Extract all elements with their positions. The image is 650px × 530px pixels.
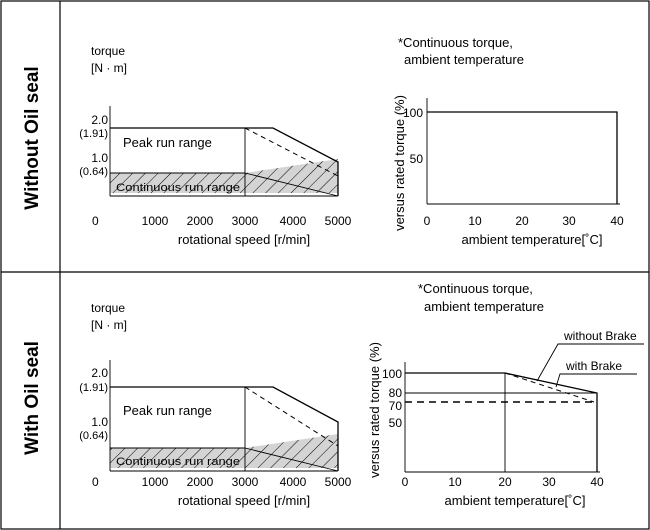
x-tick-2000: 2000	[187, 475, 214, 489]
x-tick-3000: 3000	[232, 475, 259, 489]
x-tick-1000: 1000	[142, 475, 169, 489]
temp-y-label: versus rated torque (%)	[367, 342, 382, 478]
side-label-without-oil-seal: Without Oil seal	[22, 66, 43, 209]
peak-run-boundary	[110, 386, 339, 471]
torque-unit: [N · m]	[91, 61, 127, 75]
temp-x-tick-30: 30	[542, 475, 556, 489]
temp-y-tick-50: 50	[410, 152, 424, 166]
torque-x-label: rotational speed [r/min]	[178, 493, 310, 508]
temp-x-label: ambient temperature[˚C]	[462, 232, 603, 247]
origin-tick: 0	[92, 475, 99, 489]
origin-tick: 0	[92, 214, 99, 228]
leader-without-brake	[536, 343, 644, 382]
continuous-derate-line	[244, 447, 339, 472]
temp-note-line1: *Continuous torque,	[418, 281, 533, 296]
temp-x-tick-20: 20	[515, 214, 529, 228]
temp-y-tick-100: 100	[403, 106, 423, 120]
y-tick-2-0: 2.0	[91, 366, 108, 380]
torque-x-label: rotational speed [r/min]	[178, 232, 310, 247]
peak-run-range-label: Peak run range	[123, 403, 212, 418]
temp-chart-with-oil-seal: *Continuous torque, ambient temperature …	[367, 281, 644, 508]
torque-ratio-line	[427, 111, 618, 204]
legend-with-brake: with Brake	[565, 359, 622, 373]
x-tick-4000: 4000	[280, 475, 307, 489]
side-label-with-oil-seal: With Oil seal	[22, 341, 43, 455]
temp-x-label: ambient temperature[˚C]	[445, 493, 586, 508]
continuous-derate-line	[244, 172, 339, 197]
temp-x-tick-0: 0	[424, 214, 431, 228]
continuous-run-area	[110, 434, 338, 468]
leader-with-brake	[555, 373, 637, 388]
peak-run-range-label: Peak run range	[123, 135, 212, 150]
y-tick-0-64: (0.64)	[79, 430, 108, 442]
temp-x-tick-10: 10	[468, 214, 482, 228]
temp-note-line2: ambient temperature	[404, 52, 524, 67]
torque-chart-without-oil-seal: torque [N · m] Peak run range Continuous…	[79, 44, 351, 247]
continuous-run-range-label: Continuous run range	[116, 182, 240, 194]
peak-derate-dashed	[244, 386, 339, 447]
peak-run-boundary	[110, 127, 339, 196]
temp-x-tick-40: 40	[590, 475, 604, 489]
y-tick-0-64: (0.64)	[79, 166, 108, 178]
x-tick-4000: 4000	[280, 214, 307, 228]
with-brake-derate	[504, 372, 595, 403]
temp-y-tick-50: 50	[389, 416, 403, 430]
y-tick-1-91: (1.91)	[79, 128, 108, 140]
x-tick-3000: 3000	[232, 214, 259, 228]
torque-title: torque	[91, 44, 125, 58]
x-tick-2000: 2000	[187, 214, 214, 228]
x-tick-5000: 5000	[325, 475, 352, 489]
legend-without-brake: without Brake	[563, 329, 637, 343]
y-tick-2-0: 2.0	[91, 113, 108, 127]
temp-x-tick-0: 0	[402, 475, 409, 489]
temp-note-line2: ambient temperature	[424, 299, 544, 314]
temp-x-tick-30: 30	[562, 214, 576, 228]
temp-y-tick-80: 80	[389, 386, 403, 400]
temp-y-tick-100: 100	[382, 367, 402, 381]
x-tick-5000: 5000	[325, 214, 352, 228]
temp-x-tick-40: 40	[610, 214, 624, 228]
temp-y-tick-70: 70	[389, 399, 403, 413]
temp-x-tick-20: 20	[498, 475, 512, 489]
temp-chart-without-oil-seal: *Continuous torque, ambient temperature …	[392, 35, 624, 247]
temp-y-label: versus rated torque (%)	[392, 95, 407, 231]
y-tick-1-0: 1.0	[91, 415, 108, 429]
torque-title: torque	[91, 301, 125, 315]
y-tick-1-91: (1.91)	[79, 382, 108, 394]
continuous-run-range-label: Continuous run range	[116, 456, 240, 468]
temp-note-line1: *Continuous torque,	[398, 35, 513, 50]
without-brake-line	[405, 372, 598, 472]
continuous-run-area	[110, 159, 338, 193]
torque-unit: [N · m]	[91, 318, 127, 332]
torque-chart-with-oil-seal: torque [N · m] Peak run range Continuous…	[79, 301, 351, 508]
temp-x-tick-10: 10	[448, 475, 462, 489]
y-tick-1-0: 1.0	[91, 151, 108, 165]
x-tick-1000: 1000	[142, 214, 169, 228]
